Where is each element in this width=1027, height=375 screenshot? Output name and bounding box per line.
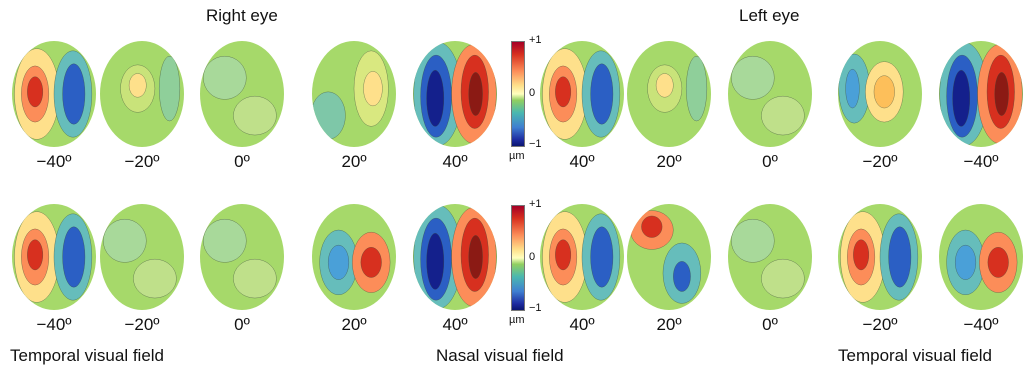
colorbar-top-max: +1 bbox=[529, 34, 542, 46]
angle-label: 0º bbox=[762, 315, 778, 334]
angle-label: −40º bbox=[963, 152, 999, 171]
angle-label: 40º bbox=[442, 152, 468, 171]
wavefront-map-right-eye-r1-3 bbox=[311, 203, 397, 311]
wavefront-map-left-eye-r0-1 bbox=[626, 40, 712, 148]
left-eye-title: Left eye bbox=[739, 6, 800, 25]
angle-label: −40º bbox=[963, 315, 999, 334]
colorbar-top-min: −1 bbox=[529, 138, 542, 150]
angle-label: 0º bbox=[234, 152, 250, 171]
wavefront-map-right-eye-r0-4 bbox=[412, 40, 498, 148]
wavefront-map-left-eye-r1-0 bbox=[539, 203, 625, 311]
angle-label: 20º bbox=[341, 315, 367, 334]
nasal-field-label: Nasal visual field bbox=[436, 346, 564, 365]
wavefront-map-left-eye-r0-4 bbox=[938, 40, 1024, 148]
wavefront-map-right-eye-r1-1 bbox=[99, 203, 185, 311]
colorbar-bottom-unit: µm bbox=[509, 314, 525, 326]
angle-label: 40º bbox=[569, 315, 595, 334]
angle-label: 20º bbox=[341, 152, 367, 171]
angle-label: −40º bbox=[36, 315, 72, 334]
wavefront-map-right-eye-r0-1 bbox=[99, 40, 185, 148]
wavefront-map-right-eye-r1-4 bbox=[412, 203, 498, 311]
colorbar-bottom-min: −1 bbox=[529, 302, 542, 314]
colorbar-bottom-mid: 0 bbox=[529, 251, 536, 263]
angle-label: 20º bbox=[656, 152, 682, 171]
colorbar-top-mid: 0 bbox=[529, 87, 536, 99]
wavefront-map-left-eye-r1-1 bbox=[626, 203, 712, 311]
angle-label: −20º bbox=[862, 152, 898, 171]
wavefront-map-left-eye-r1-4 bbox=[938, 203, 1024, 311]
wavefront-map-right-eye-r1-2 bbox=[199, 203, 285, 311]
angle-label: 0º bbox=[234, 315, 250, 334]
angle-label: −20º bbox=[862, 315, 898, 334]
wavefront-map-left-eye-r0-3 bbox=[837, 40, 923, 148]
temporal-field-label-left: Temporal visual field bbox=[10, 346, 165, 365]
wavefront-map-right-eye-r0-3 bbox=[311, 40, 397, 148]
wavefront-map-left-eye-r1-3 bbox=[837, 203, 923, 311]
colorbar-top-unit: µm bbox=[509, 150, 525, 162]
wavefront-map-left-eye-r1-2 bbox=[727, 203, 813, 311]
angle-label: 20º bbox=[656, 315, 682, 334]
angle-label: 40º bbox=[569, 152, 595, 171]
angle-label: −20º bbox=[124, 152, 160, 171]
wavefront-map-left-eye-r0-2 bbox=[727, 40, 813, 148]
wavefront-map-left-eye-r0-0 bbox=[539, 40, 625, 148]
wavefront-map-right-eye-r1-0 bbox=[11, 203, 97, 311]
colorbar-bottom bbox=[511, 205, 525, 311]
colorbar-bottom-max: +1 bbox=[529, 198, 542, 210]
temporal-field-label-right: Temporal visual field bbox=[838, 346, 993, 365]
angle-label: 0º bbox=[762, 152, 778, 171]
angle-label: −40º bbox=[36, 152, 72, 171]
wavefront-map-right-eye-r0-2 bbox=[199, 40, 285, 148]
colorbar-top bbox=[511, 41, 525, 147]
right-eye-title: Right eye bbox=[206, 6, 278, 25]
angle-label: 40º bbox=[442, 315, 468, 334]
wavefront-map-right-eye-r0-0 bbox=[11, 40, 97, 148]
angle-label: −20º bbox=[124, 315, 160, 334]
